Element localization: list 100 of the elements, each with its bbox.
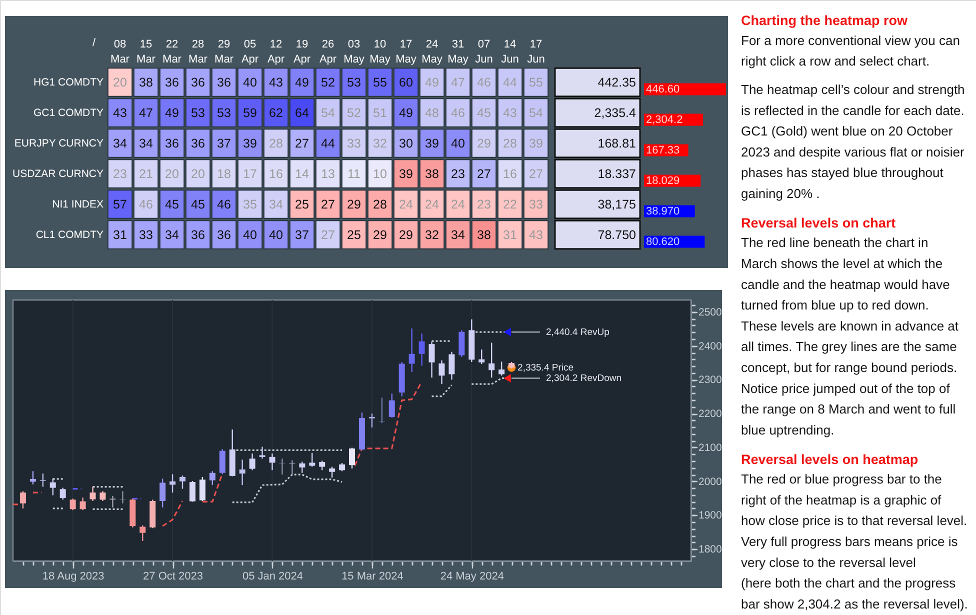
- data-label: 33: [139, 228, 153, 242]
- y-tick-label: 1800: [698, 544, 722, 556]
- data-label: 45: [477, 106, 491, 120]
- y-tick-label: EURJPY CURNCY: [14, 137, 104, 150]
- candlestick: [458, 330, 465, 358]
- data-label: 29: [399, 228, 413, 242]
- data-label: 39: [399, 166, 413, 181]
- text: The heatmap cell’s colour and strength is reflected in the candle for each date. GC1 (Gold) went blue on 20 October 2023 and despite various flat or noisier phases has stayed blue throughout gaining 20% .: [741, 82, 965, 201]
- candlestick: [70, 498, 76, 511]
- y-tick-label: 80.620: [646, 236, 680, 248]
- data-label: 23: [451, 166, 465, 181]
- data-label: 40: [451, 136, 465, 150]
- x-tick-label: 17 May: [396, 38, 417, 66]
- candlestick: [269, 452, 276, 471]
- candlestick: [418, 332, 425, 366]
- x-tick-label: 05 Jan 2024: [242, 570, 304, 582]
- data-label: 39: [425, 136, 439, 150]
- data-label: 40: [269, 228, 283, 242]
- y-tick-label: 446.60: [646, 83, 680, 96]
- y2-tick-label: 442.35: [598, 75, 636, 90]
- x-tick-label: 18 Aug 2023: [42, 570, 104, 582]
- data-label: 55: [529, 75, 543, 90]
- candlestick: [30, 470, 36, 485]
- candlestick: [488, 342, 495, 378]
- data-label: 30: [399, 136, 413, 150]
- data-label: 18: [217, 166, 231, 181]
- annotation: 2,440.4 RevUp: [546, 327, 610, 338]
- y-tick-label: 2400: [698, 340, 722, 352]
- y2-tick-label: 38,175: [598, 197, 636, 212]
- candlestick: [279, 458, 286, 476]
- candlestick: [60, 487, 66, 500]
- candlestick: [50, 478, 56, 496]
- data-label: 46: [477, 75, 491, 90]
- data-label: 29: [477, 136, 491, 150]
- x-tick-label: 08 Mar: [110, 38, 130, 66]
- data-label: 14: [295, 166, 309, 181]
- data-label: 24: [399, 197, 413, 212]
- data-label: 28: [373, 197, 387, 212]
- data-label: 36: [191, 136, 205, 150]
- data-label: 60: [399, 75, 413, 90]
- text: Reversal levels on chart: [741, 215, 896, 230]
- y2-tick-label: 78.750: [598, 228, 636, 242]
- x-tick-label: 03 May: [344, 38, 365, 66]
- candlestick: [438, 360, 445, 385]
- x-tick-label: 15 Mar: [136, 38, 156, 66]
- data-label: 38: [139, 75, 153, 90]
- x-tick-label: 24 May 2024: [440, 570, 504, 582]
- data-label: 55: [373, 75, 387, 90]
- data-label: 46: [451, 106, 465, 120]
- data-label: 16: [503, 166, 517, 181]
- candlestick: [299, 461, 306, 474]
- candlestick: [110, 495, 116, 508]
- data-label: 44: [503, 75, 517, 90]
- y-tick-label: 1900: [698, 510, 722, 522]
- candlestick: [189, 480, 196, 502]
- data-label: 48: [425, 106, 439, 120]
- data-label: 40: [243, 228, 257, 242]
- data-label: 24: [451, 197, 465, 212]
- data-label: 49: [165, 106, 179, 120]
- data-label: 54: [321, 106, 335, 120]
- data-label: 64: [295, 106, 309, 120]
- candlestick: [90, 486, 96, 502]
- x-tick-label: 31 May: [448, 38, 469, 66]
- data-label: 32: [373, 136, 387, 150]
- data-label: 31: [503, 228, 517, 242]
- data-label: 36: [191, 75, 205, 90]
- data-label: 16: [269, 166, 283, 181]
- data-label: 53: [347, 75, 361, 90]
- data-label: 38: [477, 228, 491, 242]
- data-label: 43: [269, 75, 283, 90]
- text: /: [92, 37, 96, 49]
- data-label: 27: [321, 228, 335, 242]
- y2-tick-label: 168.81: [598, 136, 636, 150]
- data-label: 23: [113, 166, 127, 181]
- y-tick-label: GC1 COMDTY: [33, 106, 104, 119]
- data-label: 31: [113, 228, 127, 242]
- x-tick-label: 10 May: [370, 38, 391, 66]
- data-label: 27: [295, 136, 309, 150]
- data-label: 22: [503, 197, 517, 212]
- annotation: 2,304.2 RevDown: [546, 373, 622, 384]
- data-label: 29: [373, 228, 387, 242]
- x-tick-label: 19 Apr: [293, 38, 311, 66]
- data-label: 53: [191, 106, 205, 120]
- data-label: 47: [451, 75, 465, 90]
- data-label: 20: [165, 166, 179, 181]
- y2-tick-label: 18.337: [598, 166, 636, 181]
- point: [504, 374, 511, 382]
- y-tick-label: 18.029: [646, 174, 680, 187]
- data-label: 49: [399, 106, 413, 120]
- x-tick-label: 14 Jun: [501, 38, 519, 66]
- data-label: 10: [373, 166, 387, 181]
- data-label: 51: [373, 106, 387, 120]
- data-label: 21: [139, 166, 153, 181]
- data-label: 34: [113, 136, 127, 150]
- data-label: 28: [503, 136, 517, 150]
- annotation: 2,335.4 Price: [518, 362, 574, 374]
- data-label: 46: [217, 197, 231, 212]
- x-tick-label: 28 Mar: [188, 38, 208, 66]
- data-label: 46: [139, 197, 153, 212]
- x-tick-label: 22 Mar: [162, 38, 182, 66]
